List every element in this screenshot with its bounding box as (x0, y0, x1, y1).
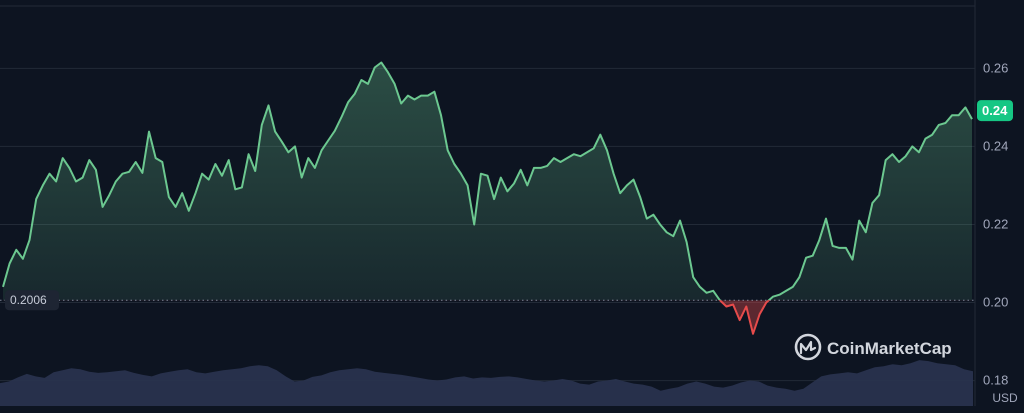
current-price-badge: 0.24 (977, 100, 1013, 122)
baseline-label-text: 0.2006 (10, 293, 47, 307)
brand-name: CoinMarketCap (827, 339, 952, 358)
brand-watermark: CoinMarketCap (794, 333, 952, 361)
volume-area (0, 360, 973, 406)
current-price-badge-text: 0.24 (982, 103, 1008, 118)
coinmarketcap-logo-icon (794, 333, 822, 361)
baseline-label: 0.2006 (5, 290, 59, 311)
current-price-badge-bg (977, 100, 1013, 122)
price-line-up (2, 61, 973, 301)
y-tick-label: 0.22 (983, 216, 1008, 231)
y-tick-label: 0.18 (983, 373, 1008, 388)
currency-label: USD (992, 391, 1018, 405)
price-area-down (719, 300, 769, 334)
baseline-label-bg (5, 290, 59, 311)
price-area-up (3, 62, 972, 301)
y-tick-label: 0.20 (983, 295, 1008, 310)
y-tick-label: 0.26 (983, 60, 1008, 75)
y-tick-label: 0.24 (983, 138, 1008, 153)
